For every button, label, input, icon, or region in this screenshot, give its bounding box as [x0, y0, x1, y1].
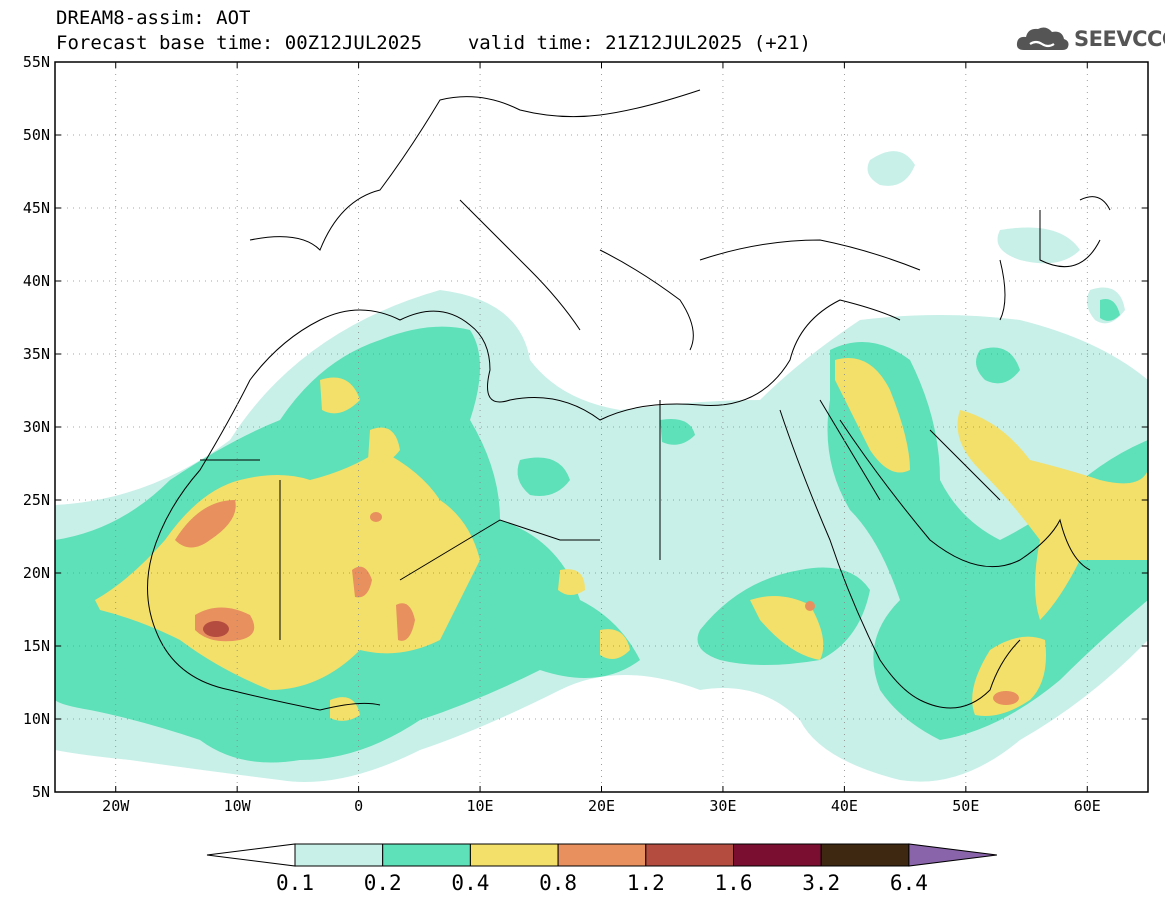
colorbar-label: 6.4 — [890, 871, 928, 895]
lon-label: 0 — [354, 797, 363, 815]
logo-text: SEEVCCC — [1074, 27, 1165, 51]
colorbar-label: 3.2 — [802, 871, 840, 895]
colorbar: 0.1 0.2 0.4 0.8 1.2 1.6 3.2 6.4 — [206, 843, 997, 895]
lat-label: 45N — [23, 199, 50, 217]
lat-label: 25N — [23, 491, 50, 509]
longitude-axis: 20W 10W 0 10E 20E 30E 40E 50E 60E — [102, 62, 1101, 815]
lon-label: 50E — [952, 797, 979, 815]
colorbar-label: 1.2 — [627, 871, 665, 895]
seevccc-logo: SEEVCCC — [1016, 24, 1165, 54]
base-time: Forecast base time: 00Z12JUL2025 — [56, 32, 423, 54]
lat-label: 35N — [23, 345, 50, 363]
colorbar-segment — [382, 843, 471, 867]
lat-label: 30N — [23, 418, 50, 436]
colorbar-segment — [645, 843, 734, 867]
colorbar-label: 0.4 — [451, 871, 489, 895]
lat-label: 5N — [32, 783, 50, 801]
graticule — [55, 62, 1148, 792]
lat-label: 40N — [23, 272, 50, 290]
lat-label: 10N — [23, 710, 50, 728]
colorbar-label: 0.1 — [276, 871, 314, 895]
lat-label: 50N — [23, 126, 50, 144]
colorbar-segment — [469, 843, 559, 867]
lon-label: 20E — [588, 797, 615, 815]
colorbar-segment — [557, 843, 647, 867]
lon-label: 10W — [224, 797, 252, 815]
lat-label: 15N — [23, 637, 50, 655]
colorbar-label: 0.2 — [364, 871, 402, 895]
lon-label: 40E — [831, 797, 858, 815]
colorbar-label: 1.6 — [715, 871, 753, 895]
coastlines — [147, 89, 1111, 711]
aot-band-1.2 — [203, 621, 229, 637]
product-title: DREAM8-assim: AOT — [56, 7, 251, 29]
aot-field — [55, 151, 1148, 782]
latitude-axis: 55N 50N 45N 40N 35N 30N 25N 20N 15N 10N 5N — [23, 53, 1148, 801]
lon-label: 30E — [709, 797, 736, 815]
lon-label: 60E — [1074, 797, 1101, 815]
colorbar-low-arrow — [206, 843, 296, 867]
lat-label: 55N — [23, 53, 50, 71]
colorbar-segment — [294, 843, 384, 867]
valid-time: valid time: 21Z12JUL2025 (+21) — [467, 32, 811, 54]
cloud-icon — [1016, 27, 1069, 50]
colorbar-label: 0.8 — [539, 871, 577, 895]
lat-label: 20N — [23, 564, 50, 582]
lon-label: 10E — [467, 797, 494, 815]
time-info: Forecast base time: 00Z12JUL2025 valid t… — [56, 33, 811, 53]
lon-label: 20W — [102, 797, 130, 815]
colorbar-high-arrow — [908, 843, 997, 867]
colorbar-segment — [820, 843, 910, 867]
colorbar-segment — [733, 843, 822, 867]
aot-band-0.4 — [95, 358, 1148, 721]
